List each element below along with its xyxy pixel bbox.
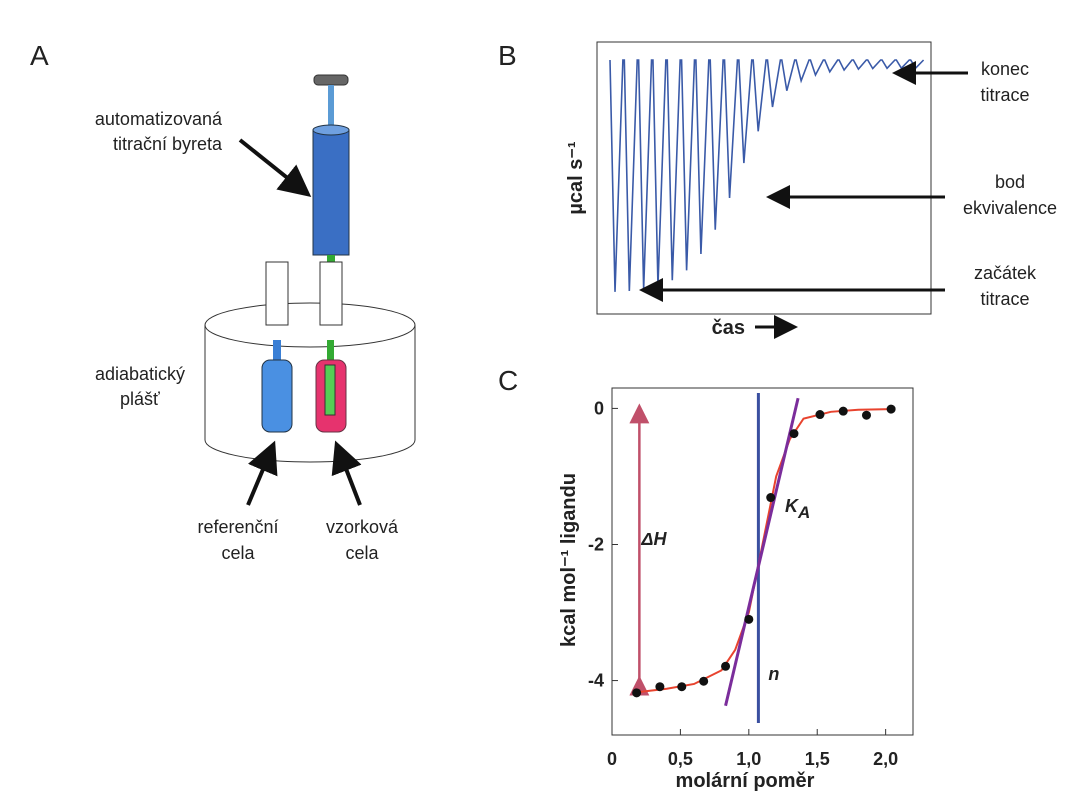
y-tick-label: -4 — [588, 671, 604, 691]
tube — [319, 261, 343, 326]
ka-label-main: K — [785, 496, 800, 516]
x-tick-label: 2,0 — [873, 749, 898, 769]
dh-label: ΔH — [640, 529, 667, 549]
data-point — [744, 614, 754, 624]
jacket-label: plášť — [120, 389, 160, 409]
cell-label: cela — [221, 543, 255, 563]
panel-b: B µcal s⁻¹ čas konec titrace bod ekvival… — [498, 40, 1057, 339]
y-label: kcal mol⁻¹ ligandu — [558, 473, 580, 647]
cell-label: cela — [345, 543, 379, 563]
jacket — [204, 325, 416, 463]
data-point — [632, 688, 642, 698]
data-point — [655, 682, 665, 692]
y-tick-label: 0 — [594, 398, 604, 418]
data-point — [789, 429, 799, 439]
y-label: µcal s⁻¹ — [565, 141, 587, 215]
data-point — [721, 661, 731, 671]
data-point — [677, 682, 687, 692]
arrow — [246, 440, 278, 506]
data-point — [886, 404, 896, 414]
x-label: molární poměr — [676, 770, 815, 792]
jacket-label: adiabatický — [95, 364, 185, 384]
thermogram — [609, 59, 925, 292]
plot-frame — [611, 387, 914, 736]
arrow — [331, 440, 362, 506]
stem — [273, 340, 281, 362]
data-point — [861, 410, 871, 420]
burette-top — [312, 124, 350, 136]
burette-rod — [328, 85, 334, 130]
panel-label: C — [498, 365, 518, 396]
burette-label: automatizovaná — [95, 109, 223, 129]
data-point — [699, 676, 709, 686]
arrow — [238, 138, 312, 197]
panel-label: A — [30, 40, 49, 71]
tube — [265, 261, 289, 326]
needle — [327, 255, 335, 265]
ka-line — [724, 397, 800, 707]
ka-label-sub: A — [797, 503, 810, 522]
burette-label: titrační byreta — [113, 134, 223, 154]
ka-label: KA — [785, 496, 810, 522]
x-label: čas — [712, 317, 745, 339]
annotation: titrace — [980, 85, 1029, 105]
burette — [312, 129, 350, 256]
stem — [327, 340, 334, 362]
data-point — [815, 410, 825, 420]
x-tick-label: 0,5 — [668, 749, 693, 769]
annotation: konec — [981, 59, 1029, 79]
panel-label: B — [498, 40, 517, 71]
panel-a: A automatizovaná titrační byreta adiabat… — [30, 40, 416, 563]
annotation: ekvivalence — [963, 198, 1057, 218]
x-tick-label: 1,5 — [805, 749, 830, 769]
x-tick-label: 0 — [607, 749, 617, 769]
x-tick-label: 1,0 — [736, 749, 761, 769]
panel-c: C molární poměr kcal mol⁻¹ ligandu 0 0,5 1… — [498, 365, 914, 792]
data-point — [838, 406, 848, 416]
annotation: začátek — [974, 263, 1037, 283]
n-label: n — [768, 664, 779, 684]
jacket-top — [204, 302, 416, 348]
annotation: titrace — [980, 289, 1029, 309]
reference-cell — [261, 359, 293, 433]
y-tick-label: -2 — [588, 534, 604, 554]
data-point — [766, 493, 776, 503]
cell-label: vzorková — [326, 517, 399, 537]
stirrer — [324, 364, 336, 416]
cell-label: referenční — [197, 517, 278, 537]
burette-cap — [313, 74, 349, 86]
annotation: bod — [995, 172, 1025, 192]
plot-frame — [596, 41, 932, 315]
